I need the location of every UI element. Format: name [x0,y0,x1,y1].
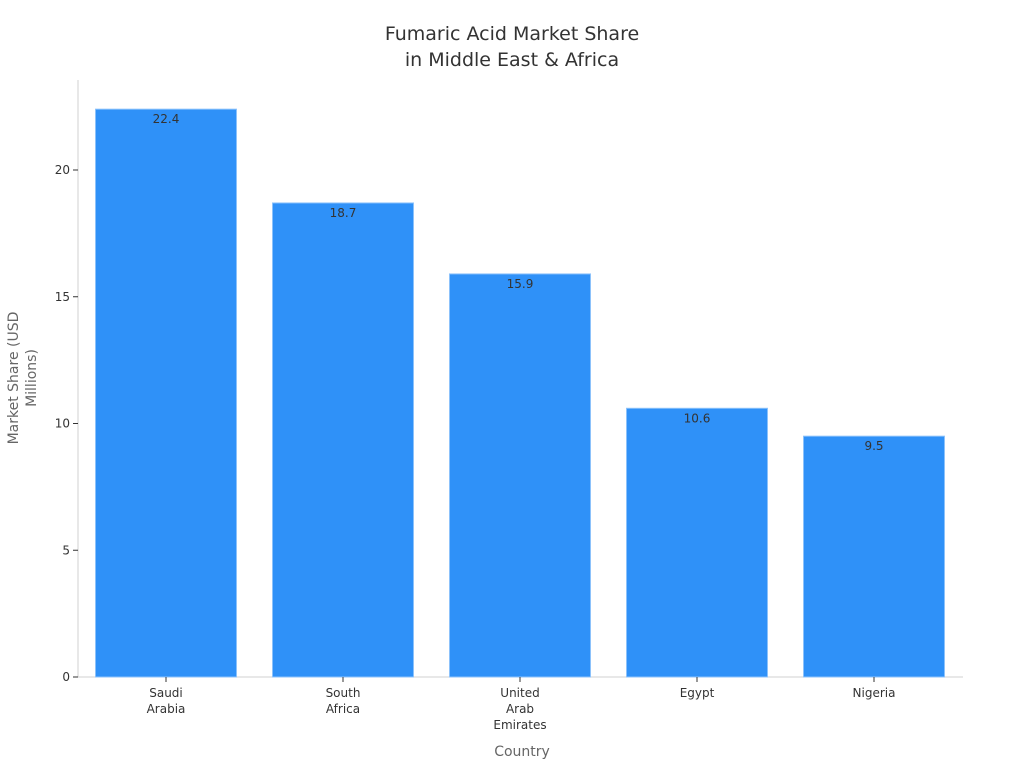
x-axis-label: Country [494,744,550,760]
chart-title: Fumaric Acid Market Share [385,23,639,45]
data-label: 10.6 [684,411,711,425]
data-label: 15.9 [507,277,534,291]
x-tick-label: Egypt [680,686,715,700]
y-axis-label: Market Share (USD [6,312,22,445]
chart-title: in Middle East & Africa [405,49,619,71]
data-label: 22.4 [153,112,180,126]
x-tick-label: Arab [506,702,534,716]
y-tick-label: 10 [55,417,70,431]
bar [449,273,591,678]
data-label: 9.5 [864,439,883,453]
y-tick-label: 15 [55,290,70,304]
x-tick-label: United [500,686,539,700]
y-tick-label: 0 [62,670,70,684]
y-tick-label: 20 [55,163,70,177]
x-tick-label: South [326,686,361,700]
data-label: 18.7 [330,206,357,220]
bar [626,407,768,678]
bar [95,108,237,678]
y-tick-label: 5 [62,543,70,557]
x-tick-label: Africa [326,702,360,716]
x-tick-label: Saudi [149,686,183,700]
x-tick-label: Arabia [147,702,186,716]
bar [272,202,414,678]
x-tick-label: Emirates [493,718,546,732]
bar [803,435,945,678]
x-tick-label: Nigeria [853,686,896,700]
y-axis-label: Millions) [24,349,40,407]
